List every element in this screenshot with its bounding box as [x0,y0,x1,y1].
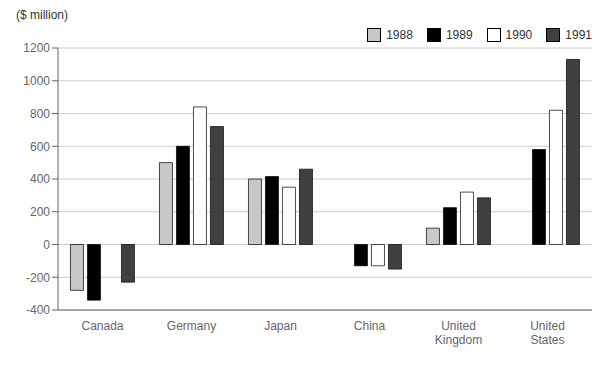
html-text:($ million): ($ million) [16,8,68,22]
html-text:1990: 1990 [505,28,533,42]
svg-text:Japan: Japan [264,319,297,333]
svg-text:UnitedStates: UnitedStates [530,319,565,347]
html-text:1988: 1988 [386,28,413,42]
svg-text:UnitedKingdom: UnitedKingdom [435,319,482,347]
svg-text:Germany: Germany [167,319,216,333]
svg-text:1000: 1000 [23,74,50,88]
svg-text:1200: 1200 [23,41,50,55]
svg-text:800: 800 [30,107,50,121]
svg-text:-400: -400 [26,303,50,317]
html-text:1991: 1991 [565,28,592,42]
svg-text:200: 200 [30,205,50,219]
svg-text:0: 0 [43,238,50,252]
html-text:1989: 1989 [445,28,473,42]
svg-text:-200: -200 [26,271,50,285]
svg-text:600: 600 [30,140,50,154]
svg-text:Canada: Canada [81,319,123,333]
svg-text:China: China [354,319,386,333]
svg-text:400: 400 [30,172,50,186]
